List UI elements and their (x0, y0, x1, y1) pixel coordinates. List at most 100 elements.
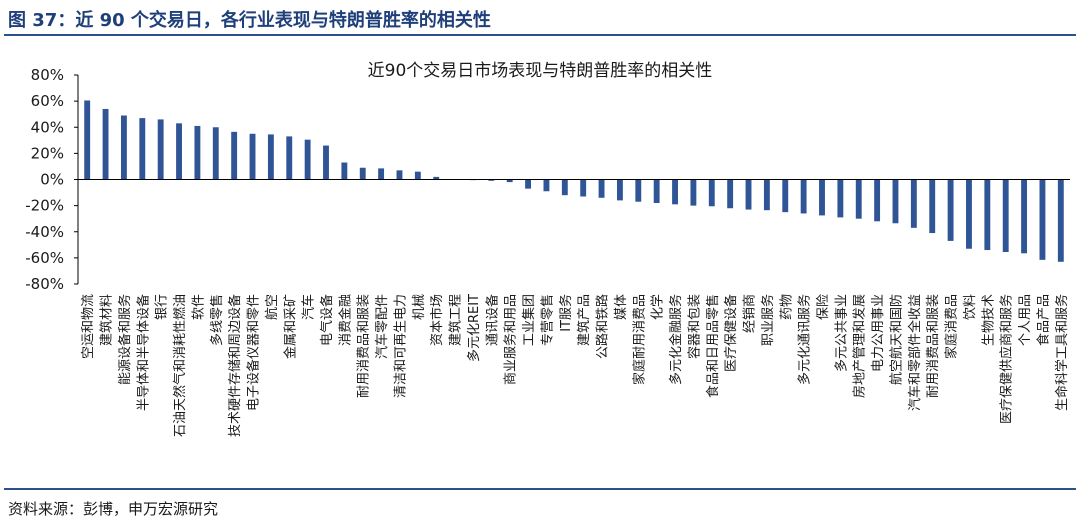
x-tick-label: 药物 (779, 294, 794, 320)
bar (1039, 179, 1046, 260)
header-divider (4, 34, 1076, 36)
bar (1002, 179, 1009, 252)
x-tick-label: 媒体 (614, 294, 629, 320)
x-tick-label: 消费金融 (337, 294, 353, 346)
bar (892, 179, 899, 224)
bar-chart: 近90个交易日市场表现与特朗普胜率的相关性 -80% -60% -40% -20% 0%… (25, 61, 1070, 437)
bar (157, 119, 164, 180)
x-tick-label: 个人用品 (1018, 294, 1033, 346)
bar (359, 167, 366, 180)
x-tick-label: 资本市场 (429, 294, 445, 346)
x-tick-label: 石油天然气和消耗性燃油 (172, 294, 188, 437)
x-tick-label: 食品产品 (1035, 294, 1051, 346)
bar (690, 179, 697, 206)
x-tick-label: 航空 (264, 294, 280, 320)
bar (708, 179, 715, 207)
x-tick-label: 耐用消费品和服装 (357, 294, 372, 398)
y-tick-label: 20% (31, 144, 64, 162)
x-tick-label: 机械 (412, 294, 427, 320)
bar (267, 134, 274, 180)
bar (984, 179, 991, 251)
x-tick-label: 汽车 (301, 294, 317, 320)
bar (102, 108, 109, 180)
x-tick-label: 容器和包装 (686, 294, 702, 359)
bar (635, 179, 642, 202)
bar (837, 179, 844, 218)
x-tick-label: 汽车和零部件全收益 (907, 294, 923, 411)
chart-title: 近90个交易日市场表现与特朗普胜率的相关性 (368, 61, 713, 81)
bars (78, 100, 1070, 262)
x-tick-label: 建筑产品 (576, 294, 592, 346)
bar (782, 179, 789, 213)
bar (929, 179, 936, 234)
x-tick-label: 电气设备 (319, 294, 335, 346)
x-tick-label: 航空航天和国防 (888, 294, 904, 385)
y-tick-label: 80% (31, 66, 64, 84)
x-tick-label: 空运和物流 (81, 294, 96, 359)
bar (212, 127, 219, 180)
bar (727, 179, 734, 209)
x-tick-labels: 空运和物流 建筑材料 能源设备和服务 半导体和半导体设备 银行 石油天然气和消耗性燃油 软件… (81, 294, 1070, 437)
x-tick-label: 食品和日用品零售 (705, 294, 721, 398)
bar (653, 179, 660, 204)
x-tick-label: 家庭耐用消费品 (631, 294, 647, 385)
bar (286, 136, 293, 180)
bar (396, 170, 403, 180)
x-tick-label: 专营零售 (539, 294, 555, 346)
bar (947, 179, 954, 241)
x-tick-label: 公路和铁路 (595, 294, 611, 359)
bar (966, 179, 972, 249)
x-tick-label: 技术硬件存储和周边设备 (227, 294, 243, 437)
bar (249, 133, 256, 180)
bar (84, 100, 91, 180)
bar (598, 179, 605, 198)
x-tick-label: 多元公共事业 (833, 294, 849, 372)
bar (139, 118, 146, 180)
bar (672, 179, 678, 205)
x-tick-label: 多元化金融服务 (668, 294, 684, 385)
x-tick-label: 化学 (650, 294, 666, 320)
y-tick-label: -60% (25, 249, 64, 267)
bar (341, 162, 348, 180)
bar (176, 123, 182, 180)
x-tick-label: 半导体和半导体设备 (135, 294, 151, 411)
bar (616, 179, 623, 201)
y-tick-label: 60% (31, 92, 64, 110)
x-tick-label: 经销商 (743, 294, 758, 333)
x-tick-label: 医疗保健供应商和服务 (999, 294, 1015, 424)
bar (488, 179, 495, 181)
bar (378, 168, 385, 180)
bar (414, 171, 421, 180)
x-tick-label: IT服务 (558, 294, 574, 332)
bar (304, 139, 311, 180)
x-tick-label: 生物技术 (981, 294, 996, 346)
x-tick-label: 工业集团 (521, 294, 537, 346)
bar (910, 179, 917, 228)
bar (543, 179, 550, 192)
figure-header: 图 37：近 90 个交易日，各行业表现与特朗普胜率的相关性 (4, 4, 1076, 36)
x-tick-label: 软件 (191, 294, 206, 320)
source-note: 资料来源：彭博，申万宏源研究 (8, 500, 219, 518)
x-tick-label: 商业服务和用品 (503, 294, 519, 385)
bar (874, 179, 881, 222)
x-tick-label: 通讯设备 (484, 294, 500, 346)
y-axis: -80% -60% -40% -20% 0% 20% 40% 60% 80% (25, 66, 79, 293)
x-tick-label: 饮料 (963, 294, 978, 320)
x-tick-label: 家庭消费品 (944, 294, 960, 359)
x-tick-label: 多元化REIT (466, 294, 482, 362)
footer-divider (4, 488, 1076, 490)
x-tick-label: 多元化通讯服务 (797, 294, 813, 385)
bar (561, 179, 568, 196)
x-tick-label: 汽车零配件 (374, 294, 390, 359)
bar (763, 179, 770, 211)
bar (1057, 179, 1064, 262)
x-tick-label: 生命科学工具和服务 (1054, 294, 1070, 411)
bar (525, 179, 532, 189)
x-tick-label: 建筑材料 (99, 294, 115, 346)
x-tick-label: 清洁和可再生电力 (393, 294, 408, 398)
y-tick-label: 0% (40, 171, 64, 189)
y-tick-label: -80% (25, 275, 64, 293)
bar (120, 115, 127, 180)
x-tick-label: 保险 (816, 294, 831, 320)
bar (580, 179, 587, 197)
